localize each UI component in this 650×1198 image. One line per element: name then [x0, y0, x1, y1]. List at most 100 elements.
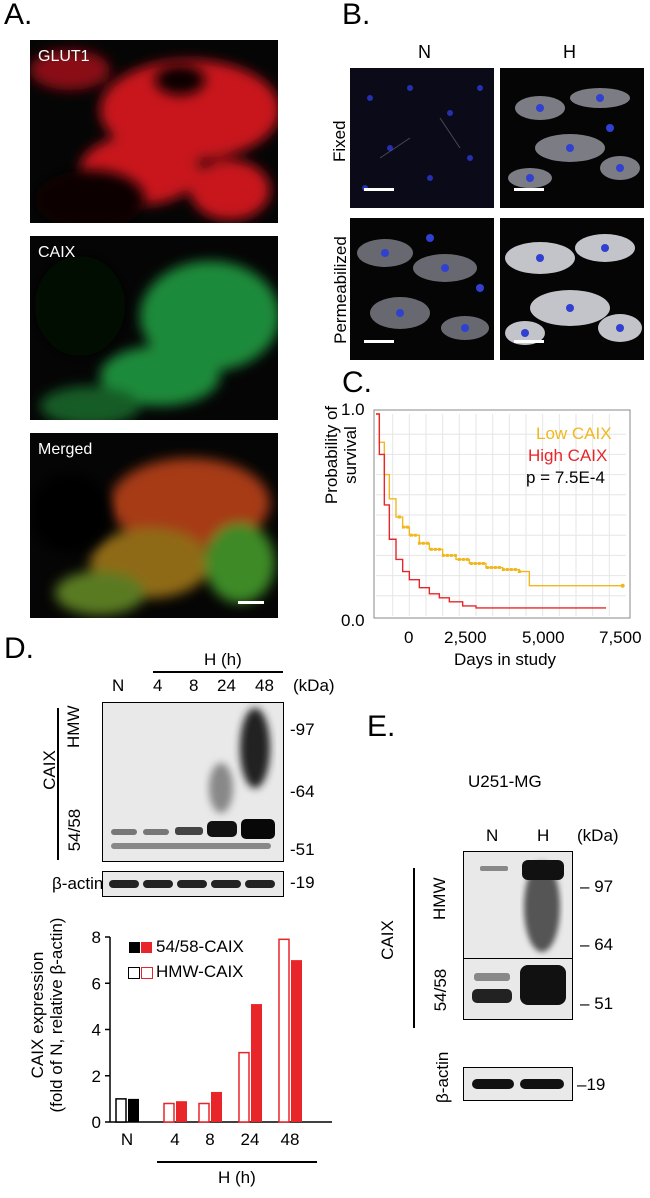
censor-mark — [425, 541, 429, 545]
censor-mark — [465, 557, 469, 561]
censor-mark — [421, 541, 425, 545]
censor-mark — [493, 566, 497, 570]
legend-swatch-open-red — [141, 967, 153, 979]
cell-line-label: U251-MG — [468, 772, 542, 791]
bar-ytick-label: 8 — [92, 928, 101, 947]
glut1-image: GLUT1 — [30, 40, 278, 223]
km-grid — [376, 414, 626, 616]
panel-label-a: A. — [4, 0, 33, 31]
bar-hmw-24 — [238, 1051, 250, 1123]
mw-51-d-value: 51 — [295, 840, 315, 859]
bar-5458-4 — [176, 1101, 187, 1122]
actin-label-e: β-actin — [433, 1051, 452, 1103]
row-label-fixed: Fixed — [330, 120, 349, 162]
censor-mark — [429, 547, 433, 551]
km-plot-frame — [373, 409, 631, 619]
mw-64-e: – 64 — [580, 935, 614, 954]
km-curves — [376, 413, 625, 609]
censor-mark — [437, 547, 441, 551]
censor-mark — [401, 525, 405, 529]
kda-label: (kDa) — [293, 676, 335, 695]
panel-label-e: E. — [367, 710, 396, 743]
lane-24: 24 — [217, 676, 236, 695]
bar-ytick-label: 6 — [92, 974, 101, 993]
row-label-permeabilized: Permeabilized — [331, 236, 350, 344]
mw-64-d-value: 64 — [295, 782, 315, 801]
mw-97-e: – 97 — [580, 877, 614, 896]
censor-mark — [453, 553, 457, 557]
bar-hmw-4 — [163, 1102, 175, 1123]
bar-xtick-label: 24 — [241, 1130, 260, 1149]
censor-mark — [517, 570, 521, 574]
censor-mark — [417, 541, 421, 545]
actin-blot-d — [102, 871, 284, 897]
actin-label-d: β-actin — [52, 874, 104, 893]
merged-label: Merged — [38, 441, 93, 458]
legend-swatch-filled-black — [129, 942, 140, 953]
image-perm-n — [350, 218, 494, 360]
bar-ylabel-line1: CAIX expression — [28, 951, 47, 1079]
bar-ytick-label: 0 — [92, 1113, 101, 1132]
censor-mark — [469, 561, 473, 565]
censor-mark — [409, 533, 413, 537]
km-plot — [373, 409, 631, 619]
xtick-5000: 5,000 — [522, 628, 565, 647]
panel-label-d: D. — [4, 632, 34, 665]
mw-64-e-value: 64 — [594, 935, 614, 954]
mw-19-e: –19 — [577, 1075, 606, 1094]
bar-ytick-label: 2 — [92, 1067, 101, 1086]
mw-97-d: -97 — [290, 720, 315, 739]
censor-mark — [620, 583, 625, 588]
mw-19-e-value: 19 — [586, 1075, 606, 1094]
bar-5458-24 — [251, 1004, 262, 1122]
mw-97-d-value: 97 — [295, 720, 315, 739]
merged-image: Merged — [30, 433, 278, 618]
mw-19-d: -19 — [290, 873, 315, 892]
caix-bracket-e — [413, 868, 415, 1028]
band-label-d: 54/58 — [65, 808, 84, 852]
panel-label-b: B. — [342, 0, 371, 31]
lane-n: N — [112, 676, 125, 695]
mw-97-e-value: 97 — [594, 877, 614, 896]
col-label-h: H — [563, 42, 576, 62]
censor-mark — [485, 566, 489, 570]
caix-label-d: CAIX — [40, 750, 59, 790]
censor-mark — [505, 568, 509, 572]
hmw-label-e: HMW — [430, 877, 449, 920]
legend-low-caix: Low CAIX — [536, 424, 612, 443]
kda-label-e: (kDa) — [577, 826, 619, 845]
bar-hmw-8 — [198, 1102, 210, 1123]
legend-swatch-open-black — [128, 967, 140, 979]
h-header-line — [153, 671, 283, 673]
censor-mark — [501, 568, 505, 572]
h-bracket-line — [157, 1161, 317, 1163]
bar-bars — [115, 938, 302, 1123]
h-header: H (h) — [204, 650, 242, 669]
bar-xtick-label: 8 — [205, 1130, 214, 1149]
survival-ylabel-line1: Probability of — [322, 405, 341, 505]
image-perm-h — [500, 218, 644, 360]
panel-label-c: C. — [342, 366, 372, 399]
bar-5458-8 — [211, 1091, 222, 1122]
caix-label-e: CAIX — [378, 920, 397, 960]
xtick-7500: 7,500 — [599, 628, 642, 647]
censor-mark — [397, 515, 401, 519]
p-value: p = 7.5E-4 — [526, 468, 605, 487]
bar-5458-N — [128, 1098, 139, 1122]
bar-ytick-label: 4 — [92, 1021, 101, 1040]
mw-64-d: -64 — [290, 782, 315, 801]
lane-h-e: H — [537, 826, 550, 845]
bar-5458-48 — [291, 960, 302, 1122]
xtick-0: 0 — [404, 628, 414, 647]
scale-bar — [364, 340, 394, 343]
censor-mark — [497, 566, 501, 570]
low-caix-curve — [376, 413, 623, 587]
lane-48: 48 — [255, 676, 274, 695]
scale-bar — [514, 188, 544, 191]
legend-swatch-filled-red — [141, 942, 152, 953]
scale-bar — [238, 601, 264, 604]
actin-blot-e — [463, 1067, 573, 1101]
image-fixed-n — [350, 68, 494, 208]
glut1-label: GLUT1 — [38, 48, 90, 65]
